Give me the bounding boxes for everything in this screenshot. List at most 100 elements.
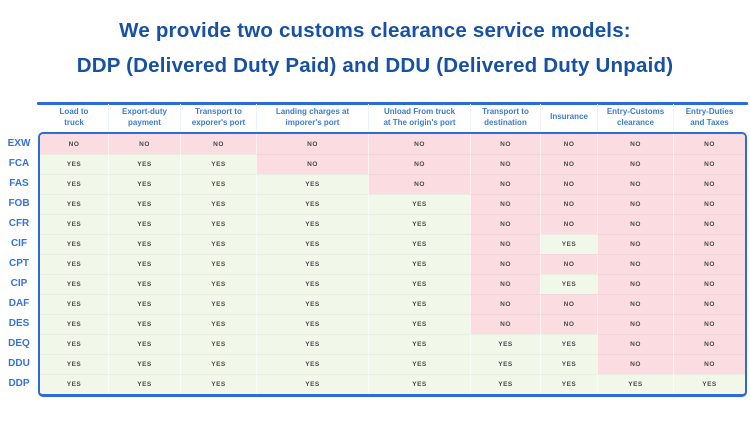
column-header-entry-duties-and-taxes: Entry-Duties and Taxes bbox=[673, 104, 745, 131]
cell-ddu-insurance: YES bbox=[540, 354, 597, 374]
cell-ddp-entry-customs-clearance: YES bbox=[597, 374, 673, 394]
cell-deq-transport-to-exporer-s-port: YES bbox=[180, 334, 256, 354]
cell-daf-transport-to-exporer-s-port: YES bbox=[180, 294, 256, 314]
cell-cif-transport-to-exporer-s-port: YES bbox=[180, 234, 256, 254]
cell-des-landing-charges-at-imporer-s-port: YES bbox=[256, 314, 368, 334]
cell-fob-entry-duties-and-taxes: NO bbox=[673, 194, 745, 214]
cell-daf-entry-customs-clearance: NO bbox=[597, 294, 673, 314]
row-label-cip: CIP bbox=[10, 278, 28, 289]
column-header-unload-from-truck-at-the-origin-s-port: Unload From truck at The origin's port bbox=[368, 104, 470, 131]
column-header-transport-to-destination: Transport to destination bbox=[470, 104, 540, 131]
row-label-exw: EXW bbox=[7, 138, 31, 149]
cell-cfr-unload-from-truck-at-the-origin-s-port: YES bbox=[368, 214, 470, 234]
cell-cip-landing-charges-at-imporer-s-port: YES bbox=[256, 274, 368, 294]
header-top-rule bbox=[37, 102, 748, 105]
title-line-1: We provide two customs clearance service… bbox=[119, 19, 631, 42]
cell-cfr-entry-customs-clearance: NO bbox=[597, 214, 673, 234]
column-header-transport-to-exporer-s-port: Transport to exporer's port bbox=[180, 104, 256, 131]
cell-cfr-transport-to-exporer-s-port: YES bbox=[180, 214, 256, 234]
cell-cif-unload-from-truck-at-the-origin-s-port: YES bbox=[368, 234, 470, 254]
row-label-cpt: CPT bbox=[9, 258, 29, 269]
cell-deq-entry-duties-and-taxes: NO bbox=[673, 334, 745, 354]
cell-ddp-landing-charges-at-imporer-s-port: YES bbox=[256, 374, 368, 394]
cell-cif-transport-to-destination: NO bbox=[470, 234, 540, 254]
cell-des-load-to-truck: YES bbox=[40, 314, 108, 334]
cell-fca-entry-duties-and-taxes: NO bbox=[673, 154, 745, 174]
cell-cip-entry-customs-clearance: NO bbox=[597, 274, 673, 294]
cell-exw-insurance: NO bbox=[540, 134, 597, 154]
cell-fas-export-duty-payment: YES bbox=[108, 174, 180, 194]
cell-fob-unload-from-truck-at-the-origin-s-port: YES bbox=[368, 194, 470, 214]
cell-cpt-export-duty-payment: YES bbox=[108, 254, 180, 274]
column-header-export-duty-payment: Export-duty payment bbox=[108, 104, 180, 131]
cell-ddu-transport-to-destination: YES bbox=[470, 354, 540, 374]
cell-des-insurance: NO bbox=[540, 314, 597, 334]
cell-ddp-entry-duties-and-taxes: YES bbox=[673, 374, 745, 394]
cell-exw-load-to-truck: NO bbox=[40, 134, 108, 154]
row-label-deq: DEQ bbox=[8, 338, 30, 349]
cell-des-entry-duties-and-taxes: NO bbox=[673, 314, 745, 334]
cell-cpt-insurance: NO bbox=[540, 254, 597, 274]
cell-deq-transport-to-destination: YES bbox=[470, 334, 540, 354]
row-label-daf: DAF bbox=[8, 298, 30, 309]
cell-cpt-transport-to-exporer-s-port: YES bbox=[180, 254, 256, 274]
cell-daf-load-to-truck: YES bbox=[40, 294, 108, 314]
cell-cif-entry-customs-clearance: NO bbox=[597, 234, 673, 254]
cell-cif-insurance: YES bbox=[540, 234, 597, 254]
cell-cpt-load-to-truck: YES bbox=[40, 254, 108, 274]
cell-cpt-unload-from-truck-at-the-origin-s-port: YES bbox=[368, 254, 470, 274]
cell-ddp-unload-from-truck-at-the-origin-s-port: YES bbox=[368, 374, 470, 394]
cell-cpt-transport-to-destination: NO bbox=[470, 254, 540, 274]
cell-exw-entry-customs-clearance: NO bbox=[597, 134, 673, 154]
cell-fob-transport-to-destination: NO bbox=[470, 194, 540, 214]
cell-daf-export-duty-payment: YES bbox=[108, 294, 180, 314]
cell-deq-entry-customs-clearance: NO bbox=[597, 334, 673, 354]
cell-fca-export-duty-payment: YES bbox=[108, 154, 180, 174]
cell-fas-entry-customs-clearance: NO bbox=[597, 174, 673, 194]
cell-cip-load-to-truck: YES bbox=[40, 274, 108, 294]
cell-deq-unload-from-truck-at-the-origin-s-port: YES bbox=[368, 334, 470, 354]
cell-fas-transport-to-exporer-s-port: YES bbox=[180, 174, 256, 194]
cell-daf-entry-duties-and-taxes: NO bbox=[673, 294, 745, 314]
row-label-des: DES bbox=[8, 318, 30, 329]
row-label-fca: FCA bbox=[8, 158, 30, 169]
cell-des-unload-from-truck-at-the-origin-s-port: YES bbox=[368, 314, 470, 334]
cell-fca-landing-charges-at-imporer-s-port: NO bbox=[256, 154, 368, 174]
cell-cpt-landing-charges-at-imporer-s-port: YES bbox=[256, 254, 368, 274]
cell-ddu-export-duty-payment: YES bbox=[108, 354, 180, 374]
cell-ddu-landing-charges-at-imporer-s-port: YES bbox=[256, 354, 368, 374]
cell-deq-landing-charges-at-imporer-s-port: YES bbox=[256, 334, 368, 354]
row-label-cfr: CFR bbox=[8, 218, 30, 229]
cell-ddu-load-to-truck: YES bbox=[40, 354, 108, 374]
cell-cip-transport-to-destination: NO bbox=[470, 274, 540, 294]
column-header-entry-customs-clearance: Entry-Customs clearance bbox=[597, 104, 673, 131]
cell-deq-load-to-truck: YES bbox=[40, 334, 108, 354]
cell-ddu-entry-duties-and-taxes: NO bbox=[673, 354, 745, 374]
row-label-fas: FAS bbox=[9, 178, 29, 189]
cell-exw-entry-duties-and-taxes: NO bbox=[673, 134, 745, 154]
cell-fob-export-duty-payment: YES bbox=[108, 194, 180, 214]
cell-daf-insurance: NO bbox=[540, 294, 597, 314]
cell-cfr-transport-to-destination: NO bbox=[470, 214, 540, 234]
cell-cif-export-duty-payment: YES bbox=[108, 234, 180, 254]
cell-ddp-transport-to-exporer-s-port: YES bbox=[180, 374, 256, 394]
cell-deq-insurance: YES bbox=[540, 334, 597, 354]
cell-fas-transport-to-destination: NO bbox=[470, 174, 540, 194]
cell-fas-load-to-truck: YES bbox=[40, 174, 108, 194]
cell-cif-landing-charges-at-imporer-s-port: YES bbox=[256, 234, 368, 254]
cell-des-entry-customs-clearance: NO bbox=[597, 314, 673, 334]
cell-fca-transport-to-destination: NO bbox=[470, 154, 540, 174]
column-header-insurance: Insurance bbox=[540, 104, 597, 131]
cell-cip-export-duty-payment: YES bbox=[108, 274, 180, 294]
cell-cpt-entry-customs-clearance: NO bbox=[597, 254, 673, 274]
cell-fca-transport-to-exporer-s-port: YES bbox=[180, 154, 256, 174]
row-label-ddp: DDP bbox=[8, 378, 30, 389]
incoterms-matrix: NO NO NO NO NO NO NO NO NO YES YES YES NO NO NO NO NO NO Y… bbox=[38, 132, 747, 397]
cell-des-transport-to-exporer-s-port: YES bbox=[180, 314, 256, 334]
row-label-cif: CIF bbox=[10, 238, 28, 249]
cell-cfr-insurance: NO bbox=[540, 214, 597, 234]
row-label-fob: FOB bbox=[8, 198, 30, 209]
column-header-load-to-truck: Load to truck bbox=[59, 107, 89, 127]
cell-exw-transport-to-exporer-s-port: NO bbox=[180, 134, 256, 154]
